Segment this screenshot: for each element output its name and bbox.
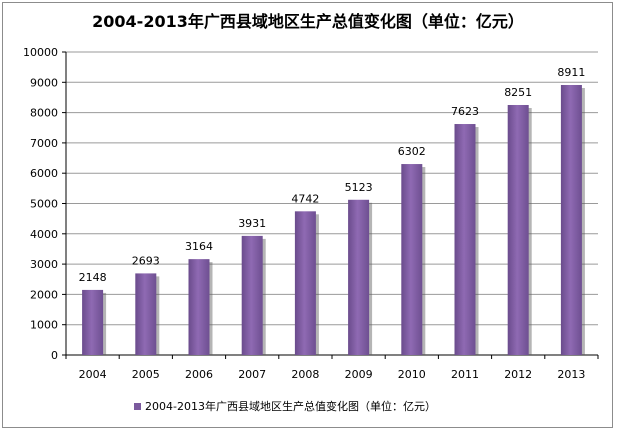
bar-2012 xyxy=(507,104,529,356)
data-label: 4742 xyxy=(291,192,319,205)
data-label: 5123 xyxy=(345,181,373,194)
y-tick-label: 10000 xyxy=(23,46,58,59)
x-tick-label: 2012 xyxy=(504,368,532,381)
data-label: 3164 xyxy=(185,240,213,253)
x-tick-label: 2005 xyxy=(132,368,160,381)
bar-2006 xyxy=(188,259,210,355)
bar-2009 xyxy=(348,199,370,355)
bars xyxy=(82,84,585,356)
y-tick-label: 9000 xyxy=(30,76,58,89)
legend-swatch xyxy=(134,403,141,410)
y-tick-label: 3000 xyxy=(30,258,58,271)
data-label: 3931 xyxy=(238,217,266,230)
bar-2011 xyxy=(454,124,476,355)
data-label: 8251 xyxy=(504,86,532,99)
y-tick-label: 0 xyxy=(51,349,58,362)
data-labels: 2148 2693 3164 3931 4742 5123 6302 7623 8251 8911 xyxy=(79,66,586,284)
x-tick-label: 2006 xyxy=(185,368,213,381)
bar-2005 xyxy=(135,273,157,355)
chart-title: 2004-2013年广西县域地区生产总值变化图（单位：亿元） xyxy=(92,12,524,31)
x-tick-label: 2008 xyxy=(291,368,319,381)
legend: 2004-2013年广西县域地区生产总值变化图（单位：亿元） xyxy=(134,399,436,413)
bar-2007 xyxy=(241,235,263,355)
y-tick-label: 2000 xyxy=(30,288,58,301)
x-tick-label: 2004 xyxy=(79,368,107,381)
y-tick-label: 7000 xyxy=(30,137,58,150)
bar-2004 xyxy=(82,289,104,355)
x-tick-label: 2013 xyxy=(557,368,585,381)
y-tick-label: 1000 xyxy=(30,319,58,332)
bar-2010 xyxy=(401,164,423,355)
x-tick-label: 2007 xyxy=(238,368,266,381)
bar-2013 xyxy=(560,84,582,355)
bar-2008 xyxy=(294,211,316,355)
data-label: 7623 xyxy=(451,105,479,118)
legend-label: 2004-2013年广西县域地区生产总值变化图（单位：亿元） xyxy=(145,399,436,413)
data-label: 8911 xyxy=(557,66,585,79)
data-label: 2693 xyxy=(132,254,160,267)
x-tick-label: 2010 xyxy=(398,368,426,381)
x-tick-label: 2011 xyxy=(451,368,479,381)
data-label: 6302 xyxy=(398,145,426,158)
y-tick-label: 4000 xyxy=(30,228,58,241)
y-tick-label: 6000 xyxy=(30,167,58,180)
x-tick-label: 2009 xyxy=(345,368,373,381)
y-tick-label: 5000 xyxy=(30,198,58,211)
data-label: 2148 xyxy=(79,271,107,284)
y-tick-label: 8000 xyxy=(30,107,58,120)
axes: 0 1000 2000 3000 4000 5000 6000 7000 8000 9000 100… xyxy=(23,46,599,381)
